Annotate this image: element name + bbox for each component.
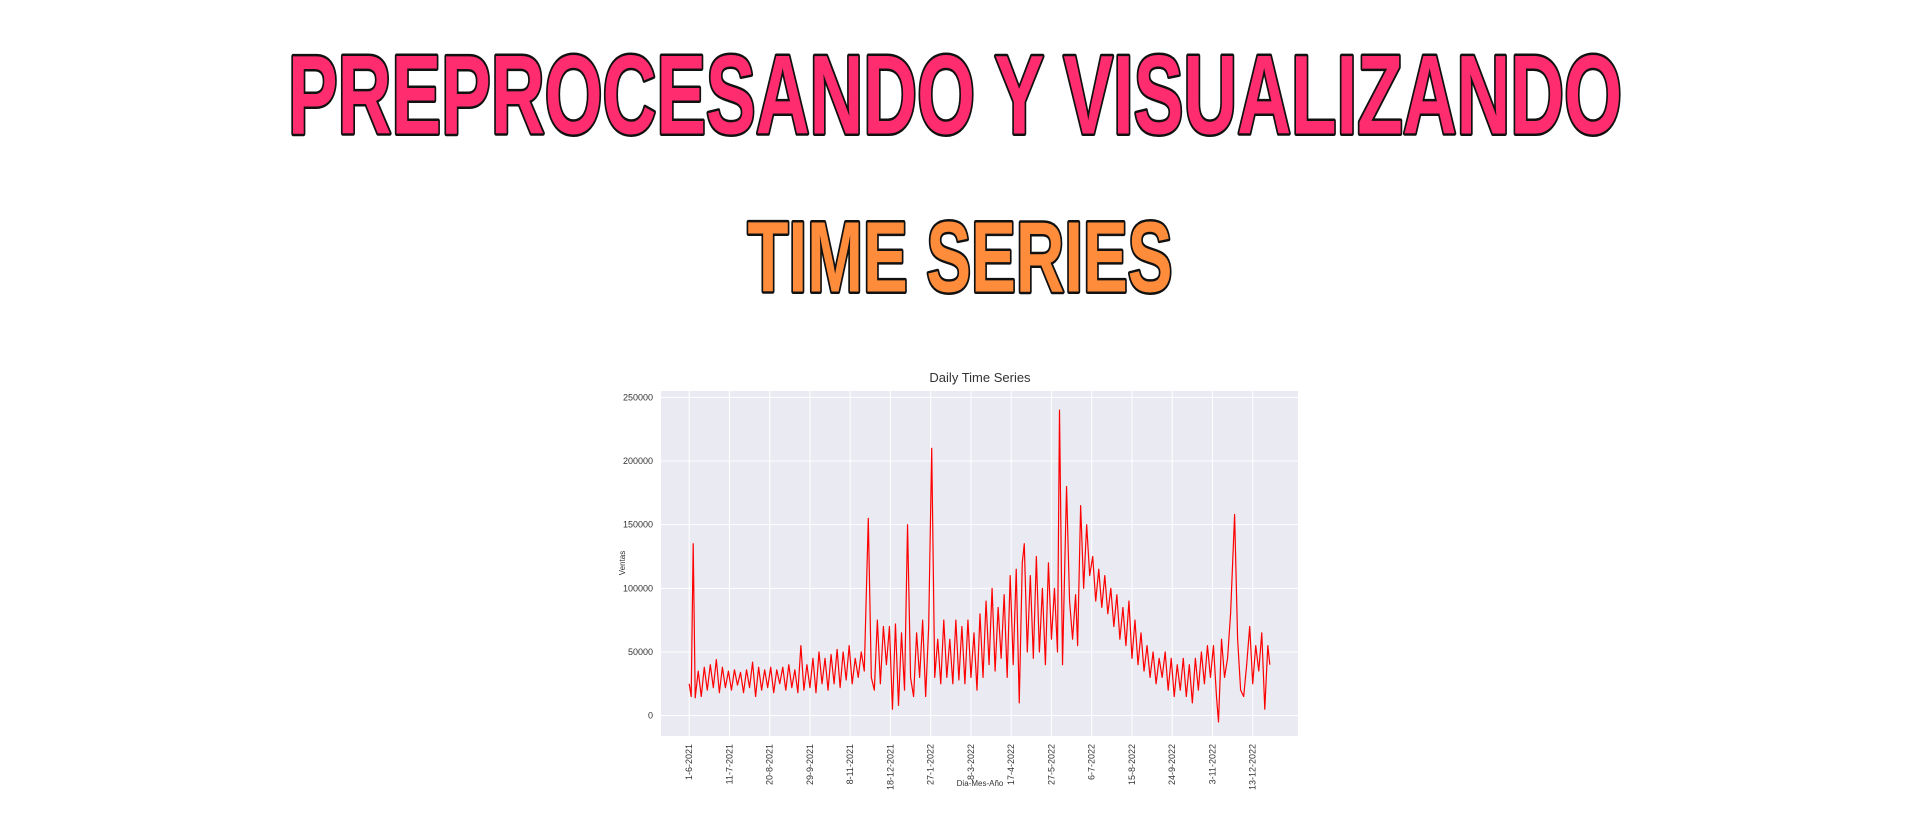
x-axis-label: Dia-Mes-Año: [957, 779, 1004, 788]
x-tick-label: 11-7-2021: [724, 744, 734, 784]
chart-title: Daily Time Series: [929, 370, 1031, 385]
x-tick-label: 6-7-2022: [1087, 744, 1097, 780]
x-tick-label: 27-5-2022: [1046, 744, 1056, 785]
x-tick-label: 17-4-2022: [1006, 744, 1016, 785]
x-tick-label: 29-9-2021: [805, 744, 815, 785]
x-tick-label: 13-12-2022: [1248, 744, 1258, 790]
y-tick-label: 200000: [623, 456, 653, 466]
y-tick-label: 50000: [628, 647, 653, 657]
series-line: [688, 409, 1271, 723]
x-tick-label: 27-1-2022: [926, 744, 936, 785]
plot-area: [661, 391, 1298, 736]
x-tick-label: 8-11-2021: [845, 744, 855, 784]
x-tick-label: 20-8-2021: [765, 744, 775, 785]
x-tick-label: 8-3-2022: [966, 744, 976, 780]
x-tick-label: 1-6-2021: [684, 744, 694, 780]
x-tick-label: 3-11-2022: [1207, 744, 1217, 784]
y-tick-label: 150000: [623, 520, 653, 530]
y-tick-label: 250000: [623, 392, 653, 402]
y-axis-label: Ventas: [618, 551, 627, 575]
y-tick-label: 100000: [623, 583, 653, 593]
x-tick-label: 15-8-2022: [1127, 744, 1137, 785]
y-tick-label: 0: [648, 711, 653, 721]
page-title: PREPROCESANDO Y VISUALIZANDO: [288, 33, 1622, 158]
x-tick-label: 18-12-2021: [885, 744, 895, 790]
x-tick-label: 24-9-2022: [1167, 744, 1177, 785]
page-subtitle: TIME SERIES: [748, 201, 1173, 313]
